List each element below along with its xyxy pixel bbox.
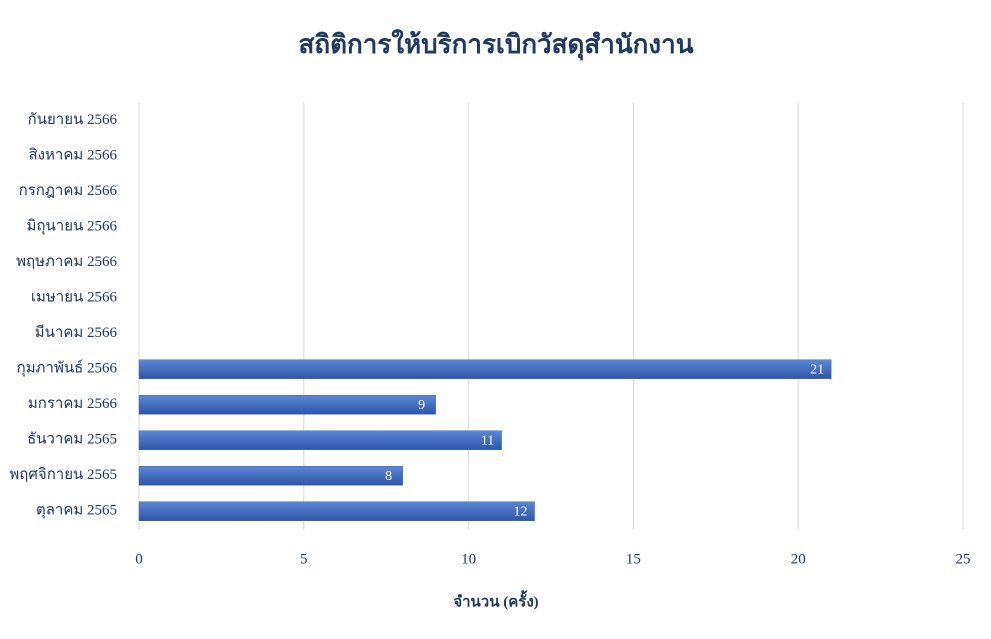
y-tick-label: สิงหาคม 2566: [29, 147, 118, 164]
bar: [138, 395, 436, 415]
x-tick-label: 25: [956, 551, 971, 567]
y-tick-label: พฤศจิกายน 2565: [9, 466, 117, 483]
data-label: 11: [481, 433, 494, 448]
data-label: 9: [418, 398, 425, 413]
bar: [138, 466, 403, 486]
data-label: 12: [514, 504, 528, 519]
data-label: 21: [810, 362, 824, 377]
bar: [138, 359, 832, 379]
x-tick-label: 5: [300, 551, 308, 567]
y-tick-label: เมษายน 2566: [31, 290, 118, 306]
x-tick-label: 0: [135, 551, 143, 567]
data-label: 8: [385, 469, 392, 484]
y-tick-label: พฤษภาคม 2566: [16, 254, 117, 270]
y-tick-label: กุมภาพันธ์ 2566: [17, 360, 118, 378]
y-tick-label: มีนาคม 2566: [35, 324, 118, 341]
y-tick-label: ธันวาคม 2565: [27, 432, 117, 448]
y-tick-label: กรกฎาคม 2566: [19, 183, 118, 199]
x-tick-label: 10: [461, 551, 476, 567]
y-tick-label: มิถุนายน 2566: [27, 218, 118, 236]
x-tick-label: 15: [626, 551, 641, 567]
x-axis-title: จำนวน (ครั้ง): [453, 589, 538, 610]
bar: [138, 430, 502, 450]
y-tick-label: มกราคม 2566: [28, 396, 118, 412]
bar: [138, 501, 535, 521]
y-tick-label: ตุลาคม 2565: [36, 503, 117, 520]
x-tick-label: 20: [791, 551, 806, 567]
y-tick-label: กันยายน 2566: [28, 112, 118, 128]
chart-title: สถิติการให้บริการเบิกวัสดุสำนักงาน: [299, 29, 694, 61]
